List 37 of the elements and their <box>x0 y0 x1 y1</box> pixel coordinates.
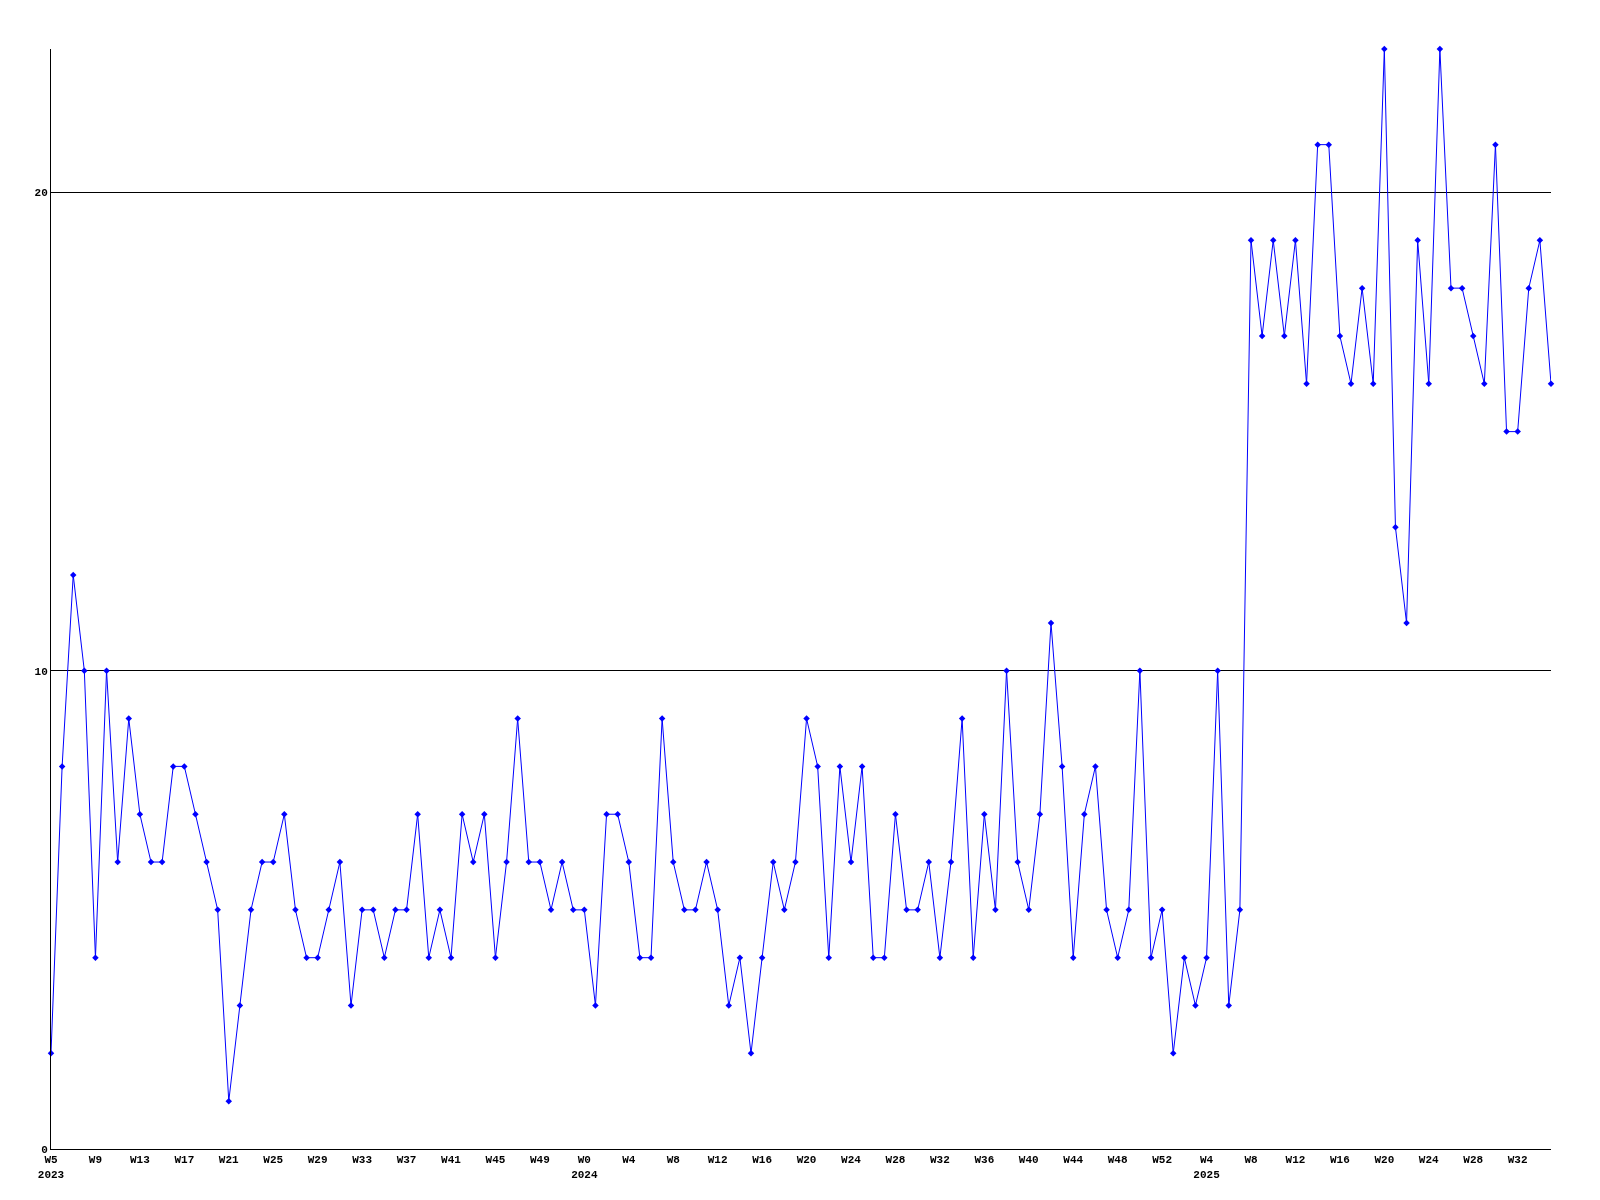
x-tick-label: W8 <box>1244 1154 1258 1167</box>
x-tick-label: W12 <box>707 1154 728 1167</box>
x-tick-label: W4 2025 <box>1193 1154 1221 1181</box>
x-tick-label: W8 <box>666 1154 681 1167</box>
x-tick-label: W44 <box>1063 1154 1084 1167</box>
x-tick-label: W33 <box>352 1154 373 1167</box>
x-tick-label: W20 <box>1374 1154 1395 1167</box>
x-tick-label: W40 <box>1018 1154 1039 1167</box>
x-tick-label: W36 <box>974 1154 995 1167</box>
x-tick-label: W4 <box>622 1154 636 1167</box>
x-tick-label: W32 <box>1507 1154 1528 1167</box>
x-tick-label: W24 <box>841 1154 862 1167</box>
x-tick-label: W49 <box>529 1154 550 1167</box>
x-tick-label: W48 <box>1107 1154 1128 1167</box>
x-tick-label: W45 <box>485 1154 506 1167</box>
x-tick-label: W9 <box>88 1154 103 1167</box>
x-tick-label: W21 <box>218 1154 240 1167</box>
x-tick-label: W17 <box>174 1154 195 1167</box>
x-tick-label: W41 <box>441 1154 462 1167</box>
x-tick-label: W16 <box>1329 1154 1350 1167</box>
x-tick-label: W32 <box>929 1154 950 1167</box>
x-tick-label: W29 <box>307 1154 328 1167</box>
x-tick-label: W12 <box>1285 1154 1306 1167</box>
x-tick-label: W52 <box>1152 1154 1173 1167</box>
x-tick-label: W37 <box>396 1154 417 1167</box>
x-tick-label: W0 2024 <box>571 1154 598 1181</box>
x-tick-label: W28 <box>1463 1154 1484 1167</box>
y-tick-label: 20 <box>34 187 48 200</box>
y-tick-label: 0 <box>41 1143 48 1156</box>
x-tick-label: W5 2023 <box>37 1154 65 1181</box>
x-tick-label: W24 <box>1418 1154 1440 1167</box>
x-tick-label: W13 <box>129 1154 151 1167</box>
x-tick-label: W25 <box>263 1154 284 1167</box>
x-tick-label: W16 <box>752 1154 773 1167</box>
x-tick-label: W28 <box>885 1154 906 1167</box>
y-tick-label: 10 <box>34 665 48 678</box>
x-tick-label: W20 <box>796 1154 817 1167</box>
